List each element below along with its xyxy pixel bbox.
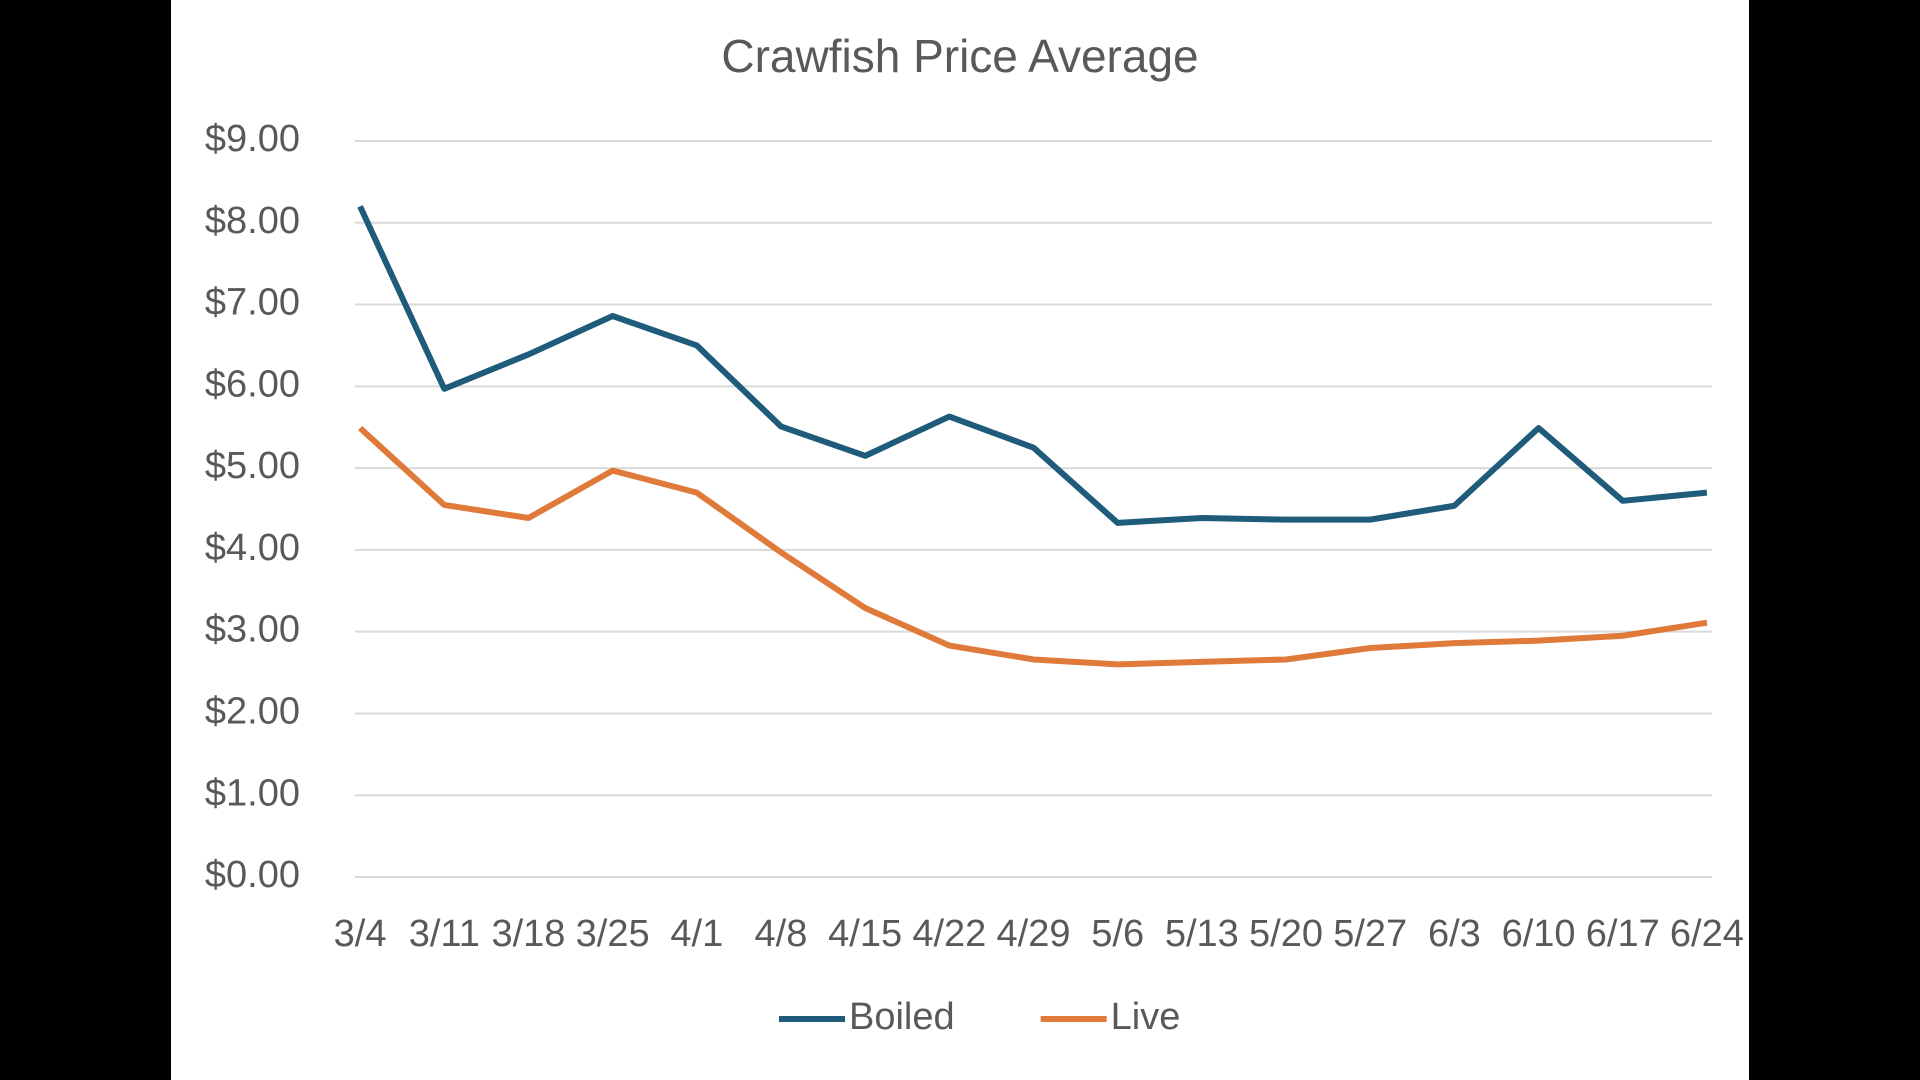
x-tick-label: 4/1: [670, 913, 723, 955]
x-tick-label: 6/24: [1670, 913, 1744, 955]
y-tick-label: $2.00: [205, 690, 300, 732]
x-tick-label: 5/6: [1091, 913, 1144, 955]
x-tick-label: 3/11: [409, 913, 480, 955]
chart-title: Crawfish Price Average: [721, 30, 1198, 82]
x-tick-label: 5/20: [1249, 913, 1323, 955]
x-tick-label: 4/29: [997, 913, 1071, 955]
y-tick-label: $9.00: [205, 118, 300, 160]
x-tick-label: 3/25: [576, 913, 650, 955]
y-tick-label: $6.00: [205, 363, 300, 405]
y-tick-label: $7.00: [205, 282, 300, 324]
x-tick-label: 5/27: [1333, 913, 1407, 955]
x-tick-label: 3/4: [334, 913, 387, 955]
series-line: [357, 205, 1708, 526]
y-tick-label: $5.00: [205, 445, 300, 487]
x-tick-label: 6/3: [1428, 913, 1481, 955]
x-tick-label: 5/13: [1165, 913, 1239, 955]
series-line: [358, 425, 1708, 668]
x-tick-label: 4/8: [755, 913, 808, 955]
y-tick-label: $4.00: [205, 527, 300, 569]
x-tick-label: 3/18: [491, 913, 565, 955]
legend-label: Live: [1111, 996, 1181, 1038]
y-tick-label: $3.00: [205, 609, 300, 651]
x-tick-label: 6/10: [1502, 913, 1576, 955]
y-tick-label: $8.00: [205, 200, 300, 242]
x-tick-label: 6/17: [1586, 913, 1660, 955]
x-tick-label: 4/22: [912, 913, 986, 955]
y-tick-label: $1.00: [205, 772, 300, 814]
legend-label: Boiled: [849, 996, 955, 1038]
chart-area: [171, 0, 1749, 1080]
x-tick-label: 4/15: [828, 913, 902, 955]
y-tick-label: $0.00: [205, 854, 300, 896]
